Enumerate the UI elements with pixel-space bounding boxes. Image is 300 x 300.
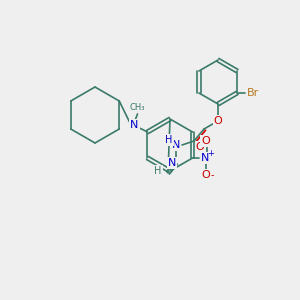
Text: -: - xyxy=(211,170,214,180)
Text: N: N xyxy=(172,140,180,150)
Text: CH₃: CH₃ xyxy=(130,103,145,112)
Text: N: N xyxy=(168,158,176,168)
Text: H: H xyxy=(165,135,173,145)
Text: O: O xyxy=(201,170,210,180)
Text: H: H xyxy=(154,166,162,176)
Text: O: O xyxy=(201,136,210,146)
Text: Br: Br xyxy=(247,88,259,98)
Text: +: + xyxy=(207,149,214,158)
Text: O: O xyxy=(214,116,222,126)
Text: N: N xyxy=(201,153,210,163)
Text: O: O xyxy=(196,142,204,152)
Text: N: N xyxy=(130,120,139,130)
